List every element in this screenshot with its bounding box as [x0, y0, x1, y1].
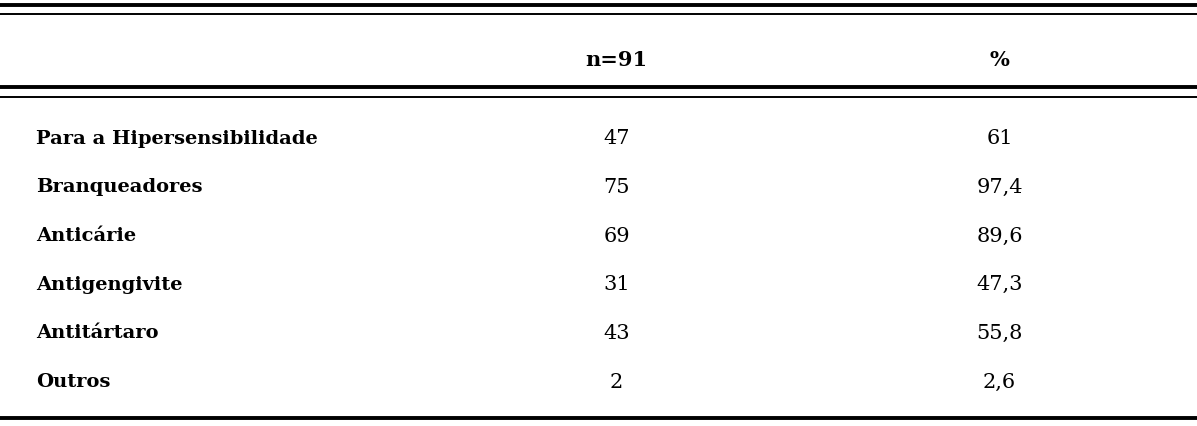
- Text: 61: 61: [986, 129, 1013, 148]
- Text: Antitártaro: Antitártaro: [36, 324, 158, 342]
- Text: 75: 75: [603, 178, 630, 196]
- Text: Branqueadores: Branqueadores: [36, 178, 202, 196]
- Text: 47: 47: [603, 129, 630, 148]
- Text: 47,3: 47,3: [977, 275, 1022, 294]
- Text: %: %: [990, 50, 1009, 69]
- Text: 69: 69: [603, 226, 630, 245]
- Text: Antigengivite: Antigengivite: [36, 275, 182, 293]
- Text: 31: 31: [603, 275, 630, 294]
- Text: 43: 43: [603, 323, 630, 342]
- Text: 2: 2: [609, 372, 624, 391]
- Text: 55,8: 55,8: [977, 323, 1022, 342]
- Text: Outros: Outros: [36, 372, 110, 390]
- Text: 97,4: 97,4: [977, 178, 1022, 196]
- Text: Anticárie: Anticárie: [36, 227, 136, 245]
- Text: n=91: n=91: [585, 50, 648, 69]
- Text: 89,6: 89,6: [977, 226, 1022, 245]
- Text: Para a Hipersensibilidade: Para a Hipersensibilidade: [36, 130, 317, 147]
- Text: 2,6: 2,6: [983, 372, 1016, 391]
